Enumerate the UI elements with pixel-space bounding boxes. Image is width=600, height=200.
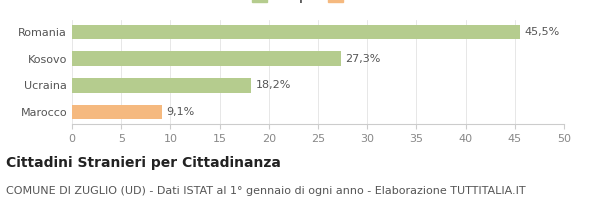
Bar bbox=[72, 105, 161, 119]
Bar bbox=[72, 25, 520, 39]
Legend: Europa, Africa: Europa, Africa bbox=[248, 0, 388, 7]
Text: 9,1%: 9,1% bbox=[166, 107, 195, 117]
Text: Cittadini Stranieri per Cittadinanza: Cittadini Stranieri per Cittadinanza bbox=[6, 156, 281, 170]
Text: 27,3%: 27,3% bbox=[346, 54, 381, 64]
Text: 45,5%: 45,5% bbox=[524, 27, 560, 37]
Text: 18,2%: 18,2% bbox=[256, 80, 292, 90]
Bar bbox=[72, 51, 341, 66]
Text: COMUNE DI ZUGLIO (UD) - Dati ISTAT al 1° gennaio di ogni anno - Elaborazione TUT: COMUNE DI ZUGLIO (UD) - Dati ISTAT al 1°… bbox=[6, 186, 526, 196]
Bar bbox=[72, 78, 251, 93]
